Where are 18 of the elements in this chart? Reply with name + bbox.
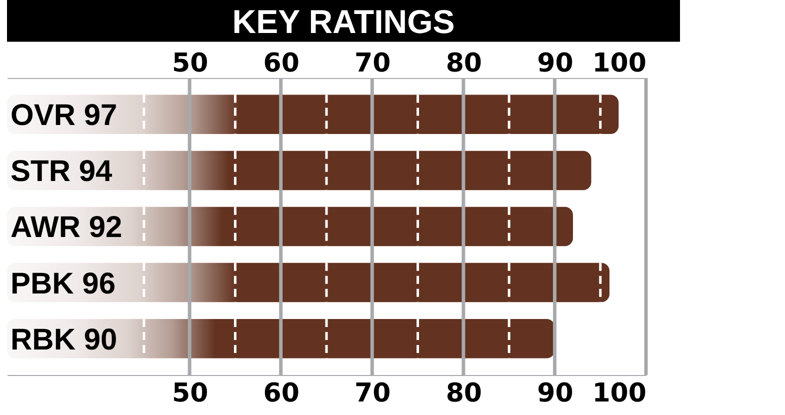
y-tick-label: PBK 96 — [10, 267, 116, 300]
x2-tick-label: 80 — [446, 378, 482, 408]
x2-tick-label: 90 — [537, 378, 574, 408]
x-tick-label: 100 — [592, 48, 646, 78]
y-tick-label: AWR 92 — [10, 211, 122, 244]
x-tick-label: 50 — [172, 48, 208, 78]
x-tick-label: 90 — [537, 48, 574, 78]
y-tick-label: STR 94 — [10, 155, 113, 188]
x2-tick-label: 70 — [354, 378, 391, 408]
x2-tick-label: 50 — [172, 378, 208, 408]
y-tick-label: RBK 90 — [10, 323, 118, 356]
x-tick-label: 70 — [354, 48, 391, 78]
x-tick-label: 80 — [446, 48, 482, 78]
x2-tick-label: 60 — [263, 378, 300, 408]
y-tick-label: OVR 97 — [10, 99, 118, 132]
x-tick-label: 60 — [263, 48, 300, 78]
chart-title: KEY RATINGS — [232, 3, 455, 40]
x2-tick-label: 100 — [592, 378, 646, 408]
